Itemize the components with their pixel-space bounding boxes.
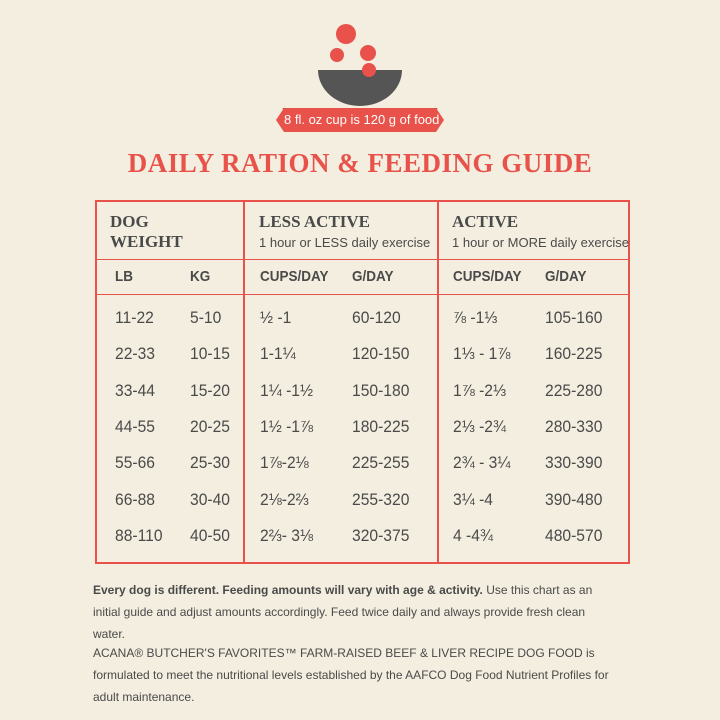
badge: 8 fl. oz cup is 120 g of food	[284, 112, 440, 127]
table-cell: 3¼ -4	[453, 489, 494, 509]
column-header: CUPS/DAY	[260, 268, 329, 285]
table-cell: 2¾ - 3¼	[453, 453, 511, 473]
table-cell: 10-15	[190, 344, 231, 364]
divider	[97, 294, 628, 295]
group-title: ACTIVE	[452, 212, 519, 231]
table-cell: 330-390	[545, 453, 603, 473]
footnote-text: Use this chart as an initial guide and a…	[93, 583, 593, 641]
footnote-bold: Every dog is different. Feeding amounts …	[93, 583, 483, 597]
table-cell: ⅞ -1⅓	[453, 308, 498, 327]
table-cell: 2⅔- 3⅛	[260, 525, 314, 545]
divider	[243, 202, 245, 562]
footnote: ACANA® BUTCHER'S FAVORITES™ FARM-RAISED …	[93, 646, 609, 704]
table-cell: 20-25	[190, 416, 231, 436]
divider	[97, 259, 628, 260]
table-cell: 1¼ -1½	[260, 380, 314, 400]
bowl-icon	[276, 24, 444, 132]
table-cell: 150-180	[352, 380, 410, 400]
table-cell: 180-225	[352, 416, 410, 436]
table-cell: 11-22	[115, 308, 154, 327]
column-header: KG	[190, 268, 211, 285]
table-cell: 5-10	[190, 308, 222, 327]
table-cell: 66-88	[115, 489, 156, 509]
table-cell: 105-160	[545, 308, 603, 327]
table-cell: 1⅞ -2⅓	[453, 380, 507, 400]
group-subtitle: 1 hour or LESS daily exercise	[259, 235, 431, 250]
table-cell: 480-570	[545, 525, 603, 545]
footnote: Every dog is different. Feeding amounts …	[93, 579, 618, 645]
table-cell: 1⅓ - 1⅞	[453, 344, 511, 364]
table-cell: 320-375	[352, 525, 410, 545]
column-header: LB	[115, 268, 133, 285]
group-title: LESS ACTIVE	[259, 212, 371, 231]
table-cell: 30-40	[190, 489, 231, 509]
table-cell: 160-225	[545, 344, 603, 364]
column-header: G/DAY	[545, 268, 587, 285]
table-cell: 1⅞-2⅛	[260, 453, 309, 473]
table-cell: 22-33	[115, 344, 156, 364]
group-subtitle: 1 hour or MORE daily exercise	[452, 235, 630, 250]
table-cell: 225-280	[545, 380, 603, 400]
table-cell: ½ -1	[260, 308, 292, 327]
table-cell: 25-30	[190, 453, 231, 473]
divider	[437, 202, 439, 562]
feeding-table: DOG WEIGHT LESS ACTIVE 1 hour or LESS da…	[95, 200, 630, 564]
table-cell: 255-320	[352, 489, 410, 509]
table-cell: 40-50	[190, 525, 231, 545]
table-cell: 2⅓ -2¾	[453, 416, 507, 436]
table-cell: 120-150	[352, 344, 410, 364]
table-cell: 4 -4¾	[453, 525, 494, 545]
table-cell: 1-1¼	[260, 344, 296, 364]
table-cell: 33-44	[115, 380, 156, 400]
table-cell: 225-255	[352, 453, 410, 473]
table-cell: 280-330	[545, 416, 603, 436]
title: DAILY RATION & FEEDING GUIDE	[127, 148, 593, 178]
table-cell: 1½ -1⅞	[260, 416, 314, 436]
table-cell: 390-480	[545, 489, 603, 509]
group-title: DOG WEIGHT	[110, 212, 183, 251]
table-cell: 15-20	[190, 380, 231, 400]
table-cell: 2⅛-2⅔	[260, 489, 309, 509]
table-cell: 88-110	[115, 525, 163, 545]
table-cell: 60-120	[352, 308, 401, 327]
column-header: CUPS/DAY	[453, 268, 522, 285]
table-cell: 44-55	[115, 416, 156, 436]
table-cell: 55-66	[115, 453, 156, 473]
column-header: G/DAY	[352, 268, 394, 285]
